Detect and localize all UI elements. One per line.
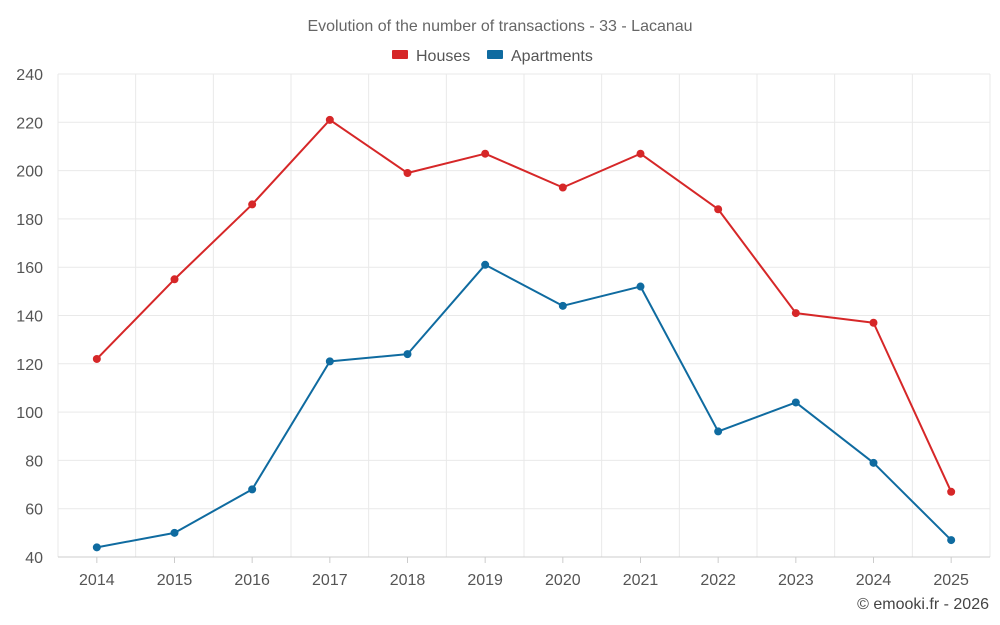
y-tick-label: 100 (16, 405, 43, 422)
y-axis: 40 60 80 100 120 140 160 180 200 220 240 (16, 67, 43, 567)
legend-swatch-houses (392, 50, 408, 59)
data-point-houses[interactable] (403, 169, 412, 178)
x-axis: 2014 2015 2016 2017 2018 2019 2020 2021 2022 2023… (58, 556, 990, 589)
data-point-houses[interactable] (170, 275, 179, 284)
y-tick-label: 220 (16, 115, 43, 132)
x-tick-label: 2023 (778, 572, 814, 589)
legend-item-apartments[interactable]: Apartments (487, 48, 593, 65)
data-point-houses[interactable] (558, 183, 567, 192)
data-point-houses[interactable] (869, 318, 878, 327)
data-point-apartments[interactable] (325, 357, 334, 366)
x-tick-label: 2020 (545, 572, 581, 589)
x-tick-label: 2021 (623, 572, 659, 589)
x-tick-label: 2024 (856, 572, 892, 589)
y-tick-label: 200 (16, 164, 43, 181)
data-point-apartments[interactable] (170, 528, 179, 537)
data-point-houses[interactable] (248, 200, 257, 209)
series-line-houses (96, 118, 953, 493)
x-tick-label: 2025 (933, 572, 969, 589)
legend-label-apartments: Apartments (511, 48, 593, 65)
data-point-houses[interactable] (947, 487, 956, 496)
data-point-apartments[interactable] (481, 260, 490, 269)
x-tick-label: 2016 (234, 572, 270, 589)
data-point-apartments[interactable] (248, 485, 257, 494)
data-point-houses[interactable] (481, 149, 490, 158)
data-point-apartments[interactable] (636, 282, 645, 291)
y-tick-label: 240 (16, 67, 43, 84)
data-point-apartments[interactable] (869, 458, 878, 467)
y-tick-label: 160 (16, 260, 43, 277)
legend: Houses Apartments (392, 48, 593, 65)
x-tick-label: 2019 (467, 572, 503, 589)
legend-item-houses[interactable]: Houses (392, 48, 470, 65)
data-point-houses[interactable] (325, 115, 334, 124)
y-tick-label: 180 (16, 212, 43, 229)
data-point-apartments[interactable] (558, 301, 567, 310)
data-point-houses[interactable] (636, 149, 645, 158)
series-layer (92, 115, 956, 552)
x-tick-label: 2017 (312, 572, 348, 589)
data-point-houses[interactable] (92, 354, 101, 363)
legend-label-houses: Houses (416, 48, 470, 65)
x-tick-label: 2014 (79, 572, 115, 589)
data-point-apartments[interactable] (791, 398, 800, 407)
y-tick-label: 40 (25, 550, 43, 567)
data-point-apartments[interactable] (947, 536, 956, 545)
y-tick-label: 60 (25, 502, 43, 519)
data-point-apartments[interactable] (403, 350, 412, 359)
data-point-apartments[interactable] (92, 543, 101, 552)
chart-title: Evolution of the number of transactions … (307, 18, 692, 35)
data-point-apartments[interactable] (714, 427, 723, 436)
x-tick-label: 2015 (157, 572, 193, 589)
series-line-apartments (96, 263, 952, 549)
data-point-houses[interactable] (791, 309, 800, 318)
y-tick-label: 140 (16, 309, 43, 326)
x-tick-label: 2022 (700, 572, 736, 589)
x-tick-label: 2018 (390, 572, 426, 589)
credit-text: © emooki.fr - 2026 (857, 596, 989, 613)
series-apartments (92, 260, 956, 552)
legend-swatch-apartments (487, 50, 503, 59)
data-point-houses[interactable] (714, 205, 723, 214)
y-tick-label: 120 (16, 357, 43, 374)
grid (57, 73, 991, 558)
y-tick-label: 80 (25, 453, 43, 470)
series-houses (92, 115, 956, 496)
